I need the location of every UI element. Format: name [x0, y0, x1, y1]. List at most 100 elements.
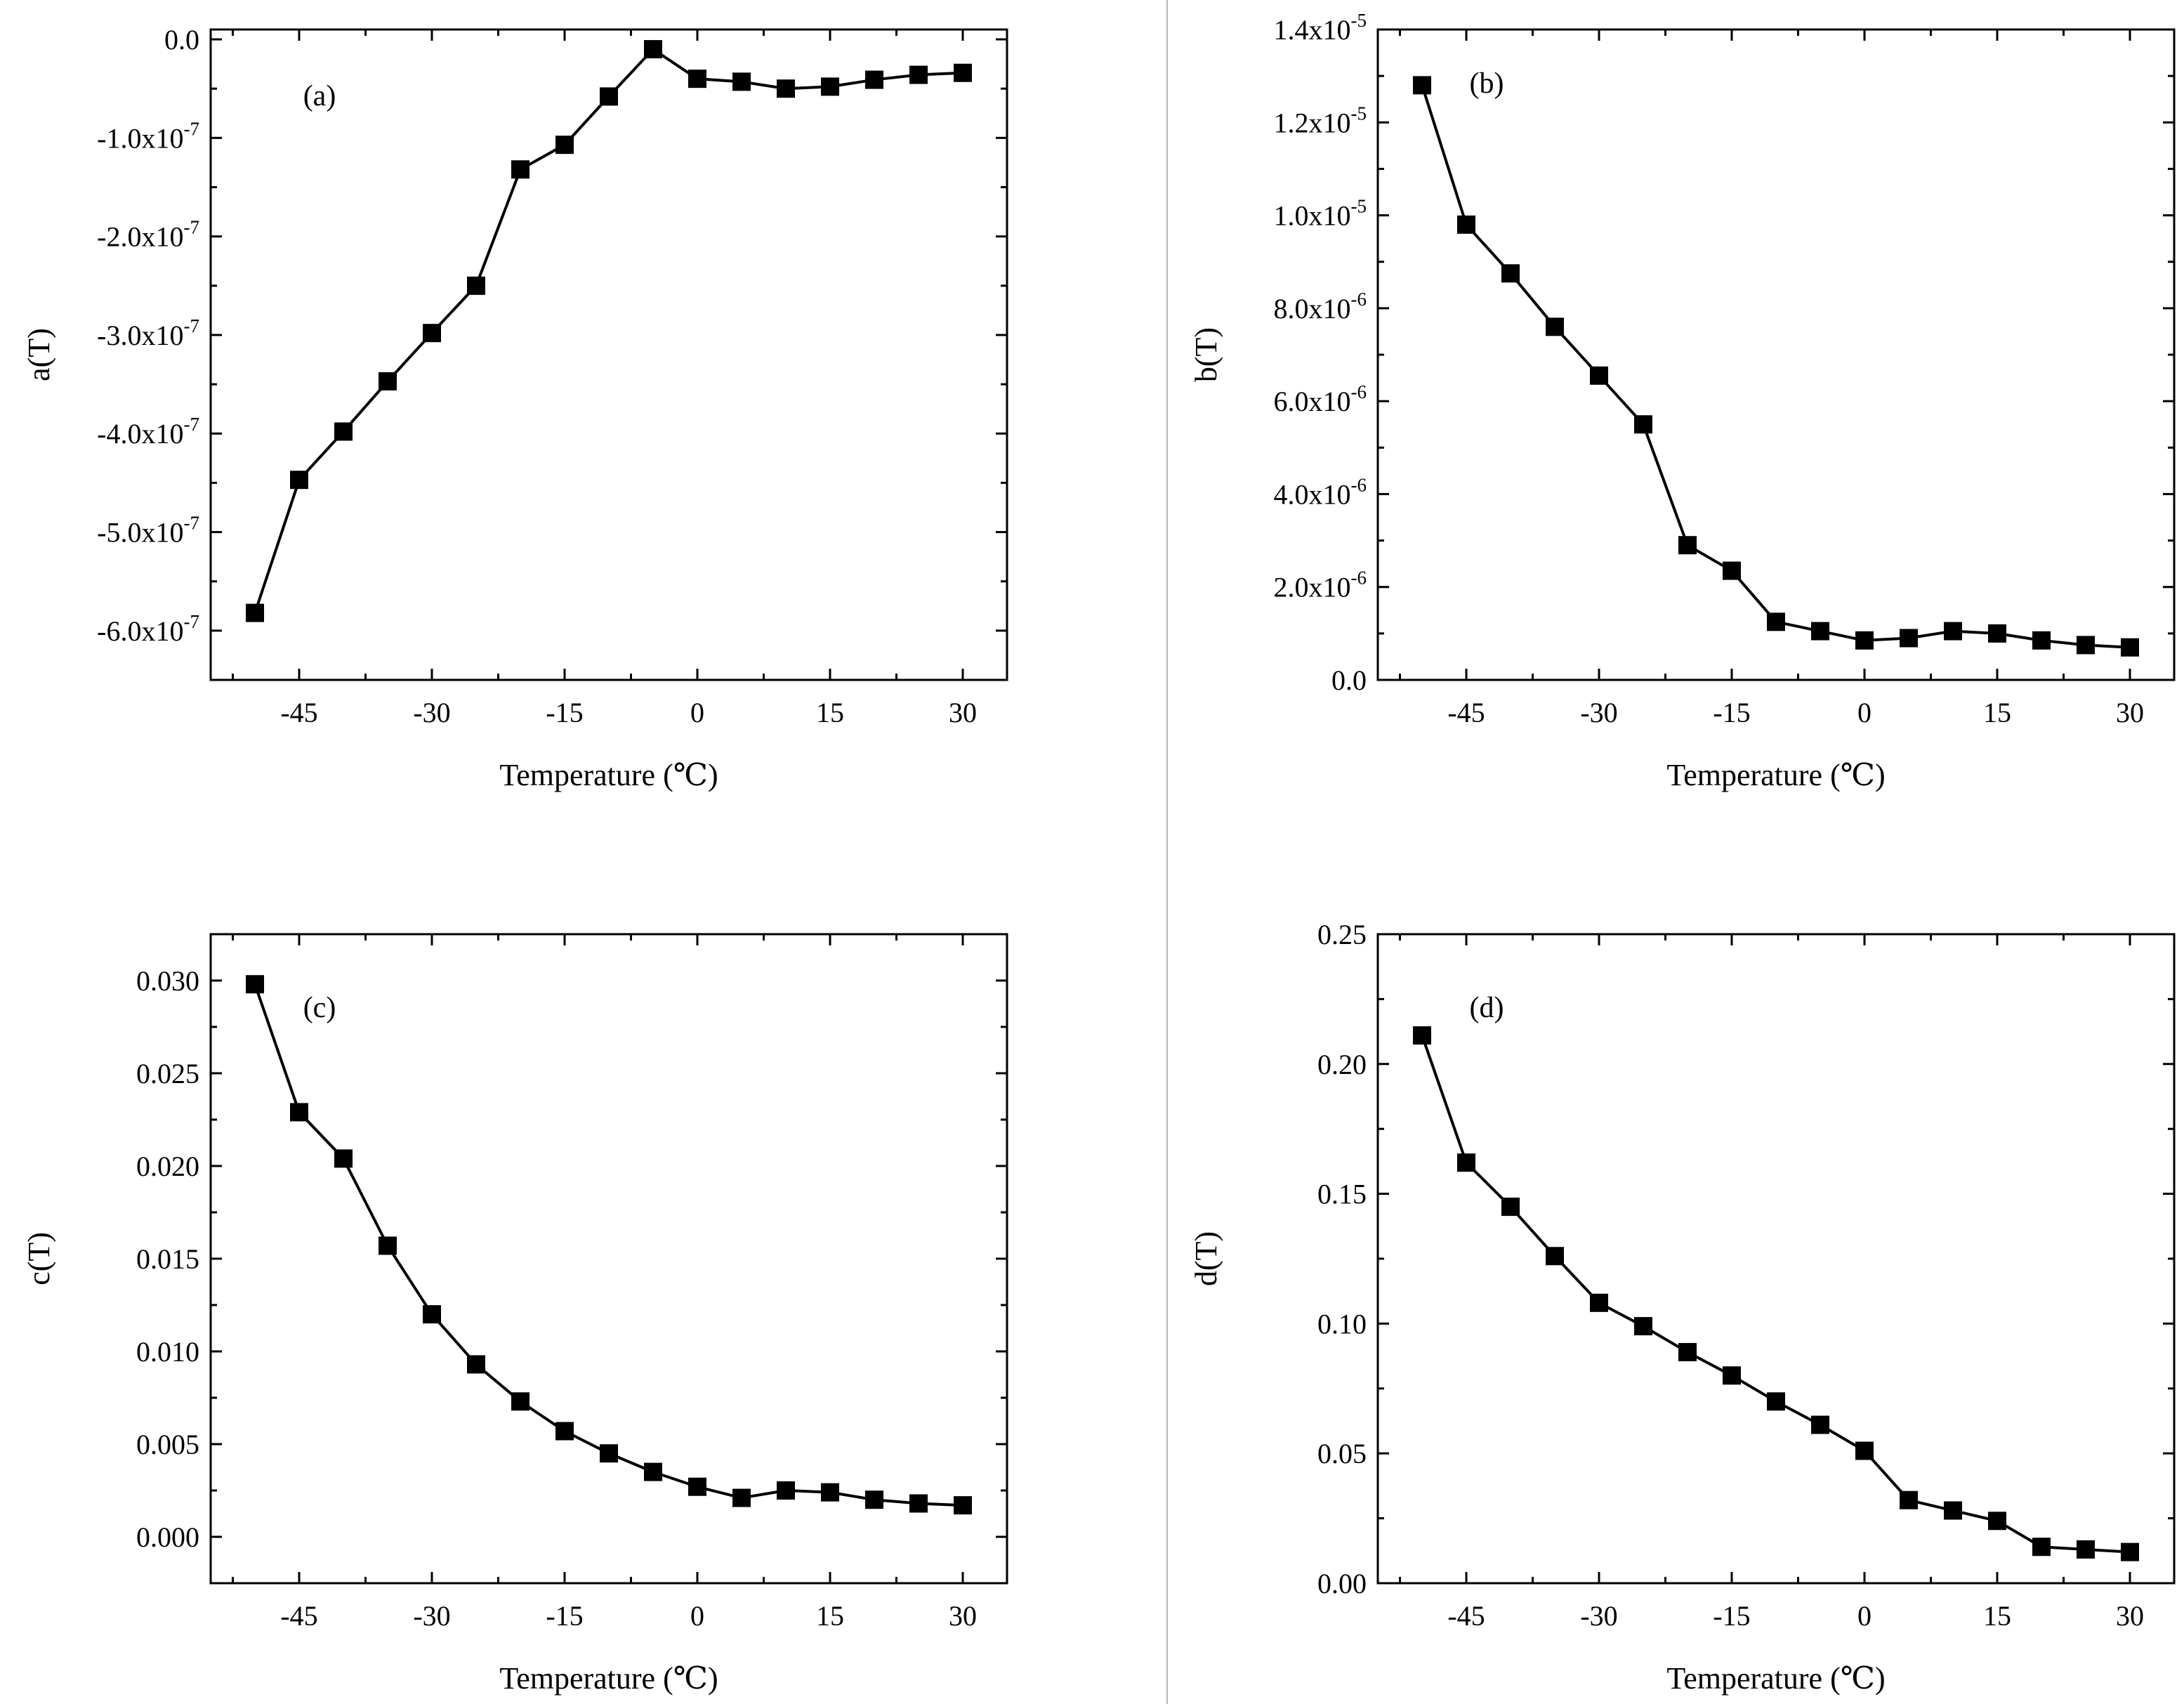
- data-point: [334, 1149, 353, 1168]
- y-tick-label: -5.0x10-7: [97, 513, 199, 549]
- data-point: [1944, 622, 1962, 641]
- series-line: [254, 48, 963, 614]
- data-point: [1900, 1490, 1918, 1509]
- data-point: [1988, 624, 2006, 643]
- data-point: [423, 324, 441, 343]
- x-tick-label: -45: [280, 1600, 317, 1632]
- x-axis-title: Temperature (℃): [499, 1661, 718, 1696]
- data-point: [290, 471, 308, 490]
- x-tick-label: -30: [1580, 697, 1617, 728]
- y-tick-label: 0.010: [136, 1336, 199, 1368]
- y-tick-label: 0.00: [1317, 1568, 1367, 1599]
- data-point: [379, 1236, 397, 1255]
- data-point: [644, 40, 662, 59]
- data-point: [688, 70, 706, 89]
- data-point: [1546, 317, 1564, 336]
- data-point: [1634, 1317, 1652, 1336]
- chart-a: -45 -30 -15 0 15 30 0.0 -1.0x10-7 -2.0x10-7 -3.0x…: [22, 24, 1008, 792]
- x-axis-title: Temperature (℃): [499, 758, 718, 792]
- data-point: [954, 63, 972, 82]
- x-tick-label: -15: [1713, 1600, 1750, 1632]
- y-axis-title: c(T): [22, 1232, 56, 1285]
- panel-label: (d): [1470, 992, 1504, 1024]
- data-point: [511, 160, 529, 179]
- plot-frame: [1376, 933, 2176, 1585]
- y-axis-title: a(T): [22, 328, 56, 381]
- data-point: [1900, 629, 1918, 648]
- x-tick-label: 15: [816, 697, 844, 728]
- y-tick-label: 0.020: [136, 1151, 199, 1182]
- y-tick-label: 0.030: [136, 965, 199, 997]
- x-tick-label: -15: [546, 697, 583, 728]
- chart-d: -45 -30 -15 0 15 30 0.00 0.05 0.10 0.15 0.20 0.25 (d…: [1189, 919, 2176, 1696]
- data-point: [246, 975, 264, 994]
- y-tick-label: 0.005: [136, 1429, 199, 1460]
- series-line: [1421, 1035, 2131, 1554]
- data-point: [1546, 1247, 1564, 1266]
- y-tick-label: 0.000: [136, 1521, 199, 1553]
- data-point: [1590, 366, 1608, 385]
- y-tick-label: 0.05: [1317, 1438, 1367, 1469]
- data-point: [1723, 1366, 1741, 1385]
- x-tick-label: -15: [1713, 697, 1750, 728]
- data-point: [2032, 631, 2051, 650]
- x-tick-label: -15: [546, 1600, 583, 1632]
- y-tick-label: 0.015: [136, 1243, 199, 1275]
- data-point: [2077, 1540, 2095, 1559]
- data-point: [732, 72, 751, 91]
- chart-panels: -45 -30 -15 0 15 30 0.0 -1.0x10-7 -2.0x10-7 -3.0x…: [22, 10, 2176, 1696]
- data-point: [1413, 1026, 1431, 1045]
- data-point: [865, 1490, 883, 1509]
- data-point: [423, 1305, 441, 1324]
- data-point: [1855, 631, 1874, 650]
- data-point: [1767, 612, 1785, 631]
- y-axis-title: b(T): [1189, 327, 1223, 382]
- data-point: [246, 603, 264, 622]
- data-point: [467, 1355, 485, 1374]
- data-point: [379, 372, 397, 391]
- y-tick-label: 0.15: [1317, 1179, 1367, 1210]
- y-tick-label: 0.25: [1317, 919, 1367, 950]
- y-tick-label: 1.2x10-5: [1274, 103, 1367, 138]
- data-point: [1413, 76, 1431, 95]
- data-point: [1723, 561, 1741, 580]
- data-point: [600, 87, 618, 106]
- data-point: [1590, 1293, 1608, 1312]
- x-tick-label: 0: [690, 1600, 704, 1632]
- x-tick-label: 0: [690, 697, 704, 728]
- y-tick-label: 1.0x10-5: [1274, 196, 1367, 232]
- panel-label: (c): [303, 992, 336, 1024]
- data-point: [954, 1496, 972, 1515]
- data-point: [555, 136, 574, 155]
- x-tick-label: 0: [1857, 1600, 1871, 1632]
- x-tick-label: 15: [1983, 1600, 2011, 1632]
- data-point: [2121, 1542, 2139, 1561]
- y-tick-label: 6.0x10-6: [1274, 381, 1367, 417]
- y-tick-label: -4.0x10-7: [97, 414, 199, 450]
- x-tick-label: 30: [949, 1600, 977, 1632]
- panel-label: (a): [303, 80, 336, 112]
- x-tick-label: 15: [1983, 697, 2011, 728]
- data-point: [1811, 1415, 1829, 1434]
- x-axis-title: Temperature (℃): [1666, 1661, 1885, 1696]
- x-tick-label: -45: [280, 697, 317, 728]
- data-point: [777, 1481, 795, 1500]
- data-point: [2077, 636, 2095, 655]
- y-tick-label: 0.0: [1331, 664, 1367, 696]
- y-tick-label: -1.0x10-7: [97, 118, 199, 154]
- data-point: [909, 1494, 928, 1513]
- data-point: [821, 77, 839, 96]
- data-point: [688, 1477, 706, 1496]
- data-point: [1678, 1343, 1697, 1362]
- data-point: [865, 70, 883, 89]
- x-tick-label: 15: [816, 1600, 844, 1632]
- data-point: [732, 1488, 751, 1507]
- chart-b: -45 -30 -15 0 15 30 0.0 2.0x10-6 4.0x10-6 6.0x10-…: [1189, 10, 2176, 792]
- y-tick-label: -2.0x10-7: [97, 217, 199, 253]
- x-tick-label: -30: [413, 1600, 450, 1632]
- data-point: [511, 1392, 529, 1411]
- x-tick-label: 30: [949, 697, 977, 728]
- data-point: [821, 1483, 839, 1502]
- x-tick-label: -30: [1580, 1600, 1617, 1632]
